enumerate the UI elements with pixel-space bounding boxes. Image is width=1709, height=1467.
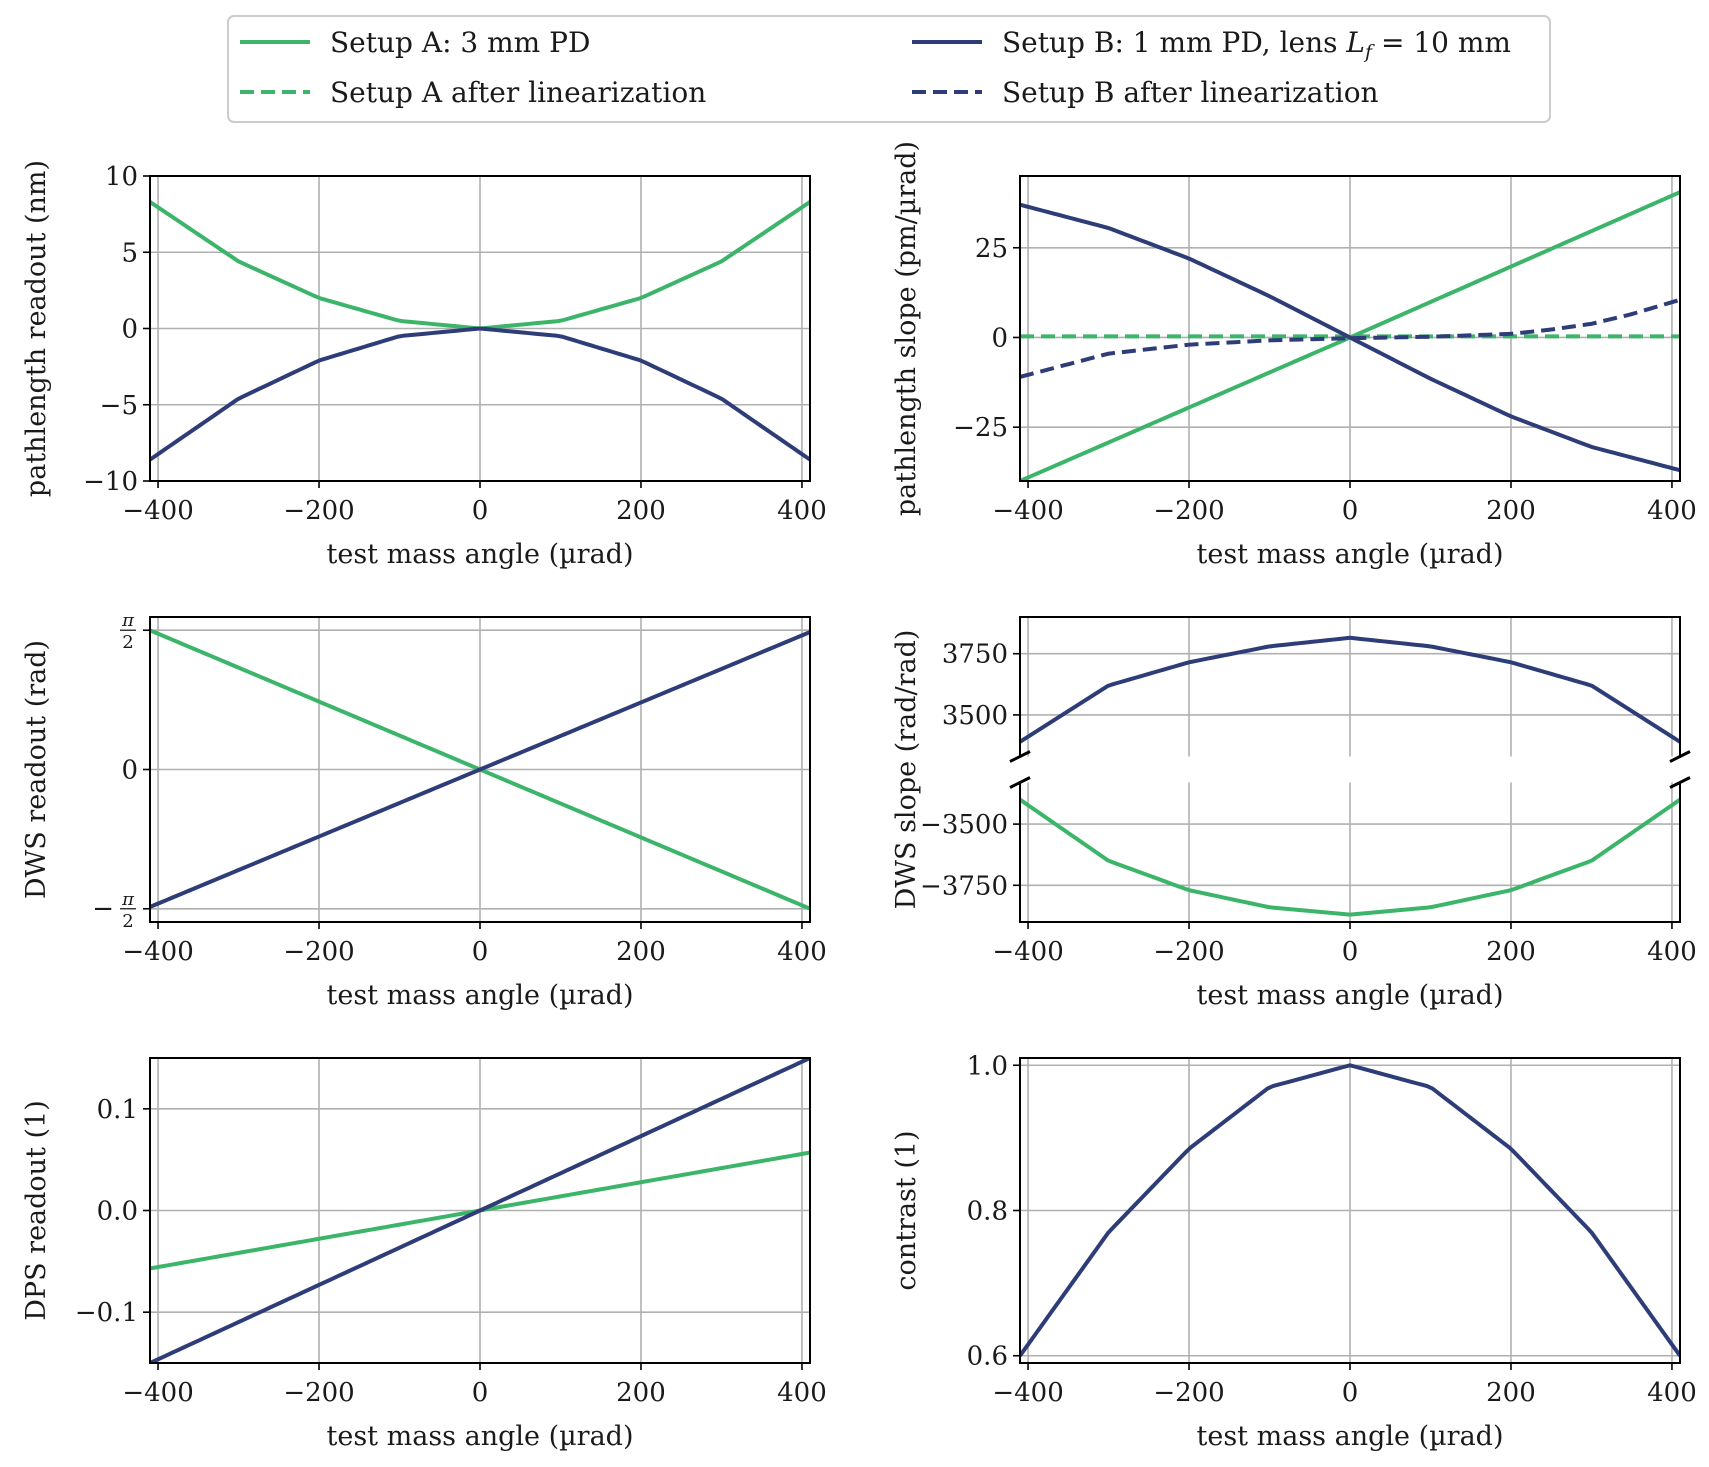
- legend-label-setup-b: Setup B: 1 mm PD, lens Lf = 10 mm: [1002, 26, 1511, 63]
- panel-4: −400 −200 0 200 400 3500 3750 −3750 −3500 test ma…: [891, 616, 1697, 1011]
- legend-label-setup-b-linearized: Setup B after linearization: [1002, 76, 1379, 109]
- legend-label-setup-b-suffix: = 10 mm: [1372, 26, 1511, 59]
- axis-break-mark: [1009, 750, 1031, 763]
- panel-2: −400 −200 0 200 400 −25 0 25 test mass angle (µr…: [891, 141, 1697, 570]
- axis-break-mark: [1669, 776, 1691, 789]
- x-tick-label: −200: [283, 937, 354, 967]
- panel-6: −400 −200 0 200 400 0.6 0.8 1.0 test mass angle …: [891, 1051, 1697, 1452]
- x-tick-label: −400: [992, 1378, 1063, 1408]
- x-tick-label: −200: [1153, 496, 1224, 526]
- panel-5: −400 −200 0 200 400 −0.1 0.0 0.1 test mass angle…: [21, 1057, 827, 1452]
- x-tick-label: 400: [777, 1378, 827, 1408]
- y-tick-label: π2: [120, 610, 136, 653]
- y-tick-label: −3750: [920, 871, 1008, 901]
- x-tick-label: 400: [1647, 937, 1697, 967]
- y-tick-label: 0.0: [97, 1197, 138, 1227]
- y-axis-label: DPS readout (1): [21, 1100, 52, 1320]
- y-tick-label: 0: [991, 323, 1008, 353]
- x-tick-label: 200: [616, 496, 666, 526]
- y-axis-label: pathlength slope (pm/µrad): [891, 141, 922, 516]
- series-line-setupA: [1020, 797, 1680, 917]
- series-line-setupB: [1020, 1063, 1680, 1357]
- series-line-setupB: [150, 630, 810, 909]
- y-axis-label: pathlength readout (nm): [21, 160, 52, 497]
- legend-label-setup-a: Setup A: 3 mm PD: [330, 26, 590, 59]
- x-tick-label: −200: [1153, 937, 1224, 967]
- axis-break-mark: [1669, 750, 1691, 763]
- y-tick-label: −25: [953, 413, 1008, 443]
- x-tick-label: 200: [1486, 937, 1536, 967]
- y-tick-label: 0: [121, 315, 138, 345]
- x-tick-label: 0: [472, 1378, 489, 1408]
- series-line-setupB: [150, 326, 810, 462]
- y-tick-label: 0: [121, 756, 138, 786]
- x-tick-label: −400: [122, 496, 193, 526]
- y-tick-label-denominator: 2: [122, 911, 133, 932]
- x-tick-label: 0: [1342, 1378, 1359, 1408]
- x-axis-label: test mass angle (µrad): [1197, 539, 1504, 570]
- x-tick-label: 0: [472, 937, 489, 967]
- x-tick-label: 200: [616, 937, 666, 967]
- series-line-setupB: [1020, 635, 1680, 744]
- x-axis-label: test mass angle (µrad): [1197, 1421, 1504, 1452]
- legend: Setup A: 3 mm PD Setup A after lineariza…: [227, 15, 1551, 123]
- y-tick-label-numerator: π: [121, 889, 135, 910]
- x-tick-label: 400: [1647, 1378, 1697, 1408]
- series-line-setupB: [150, 1058, 810, 1363]
- x-tick-label: 200: [1486, 496, 1536, 526]
- legend-box: [227, 15, 1551, 123]
- x-tick-label: −400: [122, 1378, 193, 1408]
- x-tick-label: 0: [1342, 496, 1359, 526]
- y-tick-label: 3750: [942, 640, 1008, 670]
- legend-label-setup-b-symbol: L: [1345, 26, 1365, 59]
- y-tick-label: 1.0: [967, 1051, 1008, 1081]
- y-tick-label: − π2: [92, 889, 136, 932]
- y-tick-label: 0.8: [967, 1197, 1008, 1227]
- y-tick-label: −5: [100, 391, 138, 421]
- legend-label-setup-b-subscript: f: [1363, 41, 1375, 63]
- x-tick-label: −400: [992, 937, 1063, 967]
- y-tick-label: 0.1: [97, 1095, 138, 1125]
- x-tick-label: −200: [1153, 1378, 1224, 1408]
- y-tick-label: −10: [83, 467, 138, 497]
- x-tick-label: 200: [1486, 1378, 1536, 1408]
- y-tick-label: 25: [975, 234, 1008, 264]
- x-axis-label: test mass angle (µrad): [327, 539, 634, 570]
- x-tick-label: −400: [992, 496, 1063, 526]
- panel-1: −400 −200 0 200 400 −10 −5 0 5 10 test mass angle …: [21, 160, 827, 570]
- plot-frame-part: [1019, 616, 1681, 757]
- y-tick-label-denominator: 2: [122, 632, 133, 653]
- y-tick-label: 5: [121, 238, 138, 268]
- series-line-setupB-linearized: [1020, 297, 1680, 379]
- y-tick-label: −0.1: [75, 1298, 138, 1328]
- x-tick-label: 400: [777, 937, 827, 967]
- series-line-setupB: [1020, 202, 1680, 473]
- x-axis-label: test mass angle (µrad): [1197, 980, 1504, 1011]
- y-tick-label-numerator: π: [121, 610, 135, 631]
- x-tick-label: 200: [616, 1378, 666, 1408]
- x-axis-label: test mass angle (µrad): [327, 980, 634, 1011]
- x-tick-label: −400: [122, 937, 193, 967]
- y-axis-label: DWS readout (rad): [21, 640, 52, 899]
- x-tick-label: 400: [1647, 496, 1697, 526]
- x-tick-label: −200: [283, 1378, 354, 1408]
- x-axis-label: test mass angle (µrad): [327, 1421, 634, 1452]
- legend-label-setup-b-prefix: Setup B: 1 mm PD, lens: [1002, 26, 1346, 59]
- y-tick-label: 10: [105, 162, 138, 192]
- y-tick-label-sign: −: [92, 894, 114, 924]
- y-tick-label: 3500: [942, 701, 1008, 731]
- y-axis-label: contrast (1): [891, 1130, 922, 1290]
- legend-label-setup-a-linearized: Setup A after linearization: [330, 76, 706, 109]
- y-tick-label: 0.6: [967, 1342, 1008, 1372]
- x-tick-label: 0: [472, 496, 489, 526]
- y-tick-label: −3500: [920, 810, 1008, 840]
- x-tick-label: −200: [283, 496, 354, 526]
- x-tick-label: 400: [777, 496, 827, 526]
- axis-break-mark: [1009, 776, 1031, 789]
- x-tick-label: 0: [1342, 937, 1359, 967]
- y-axis-label: DWS slope (rad/rad): [891, 630, 922, 910]
